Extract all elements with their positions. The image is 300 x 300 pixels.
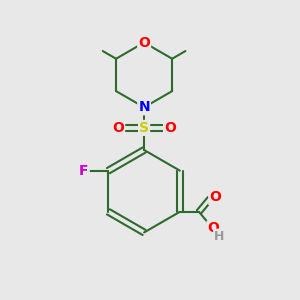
- Text: O: O: [112, 121, 124, 135]
- Text: O: O: [138, 35, 150, 50]
- Text: H: H: [214, 230, 224, 243]
- Text: N: N: [138, 100, 150, 114]
- Text: O: O: [209, 190, 221, 204]
- Text: O: O: [164, 121, 176, 135]
- Text: O: O: [208, 221, 219, 236]
- Text: S: S: [139, 121, 149, 135]
- Text: F: F: [79, 164, 89, 178]
